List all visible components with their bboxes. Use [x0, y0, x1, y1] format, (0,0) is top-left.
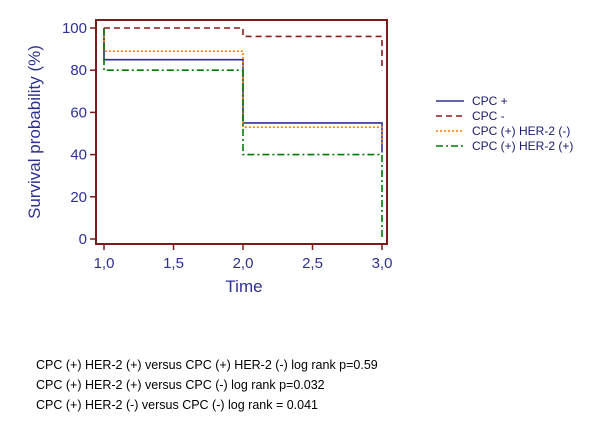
x-tick-label: 2,5: [302, 255, 323, 272]
x-tick-label: 1,0: [94, 255, 115, 272]
y-tick-label: 80: [70, 62, 87, 79]
legend-label: CPC +: [472, 94, 508, 108]
note-line: CPC (+) HER-2 (-) versus CPC (-) log ran…: [36, 398, 319, 412]
x-tick-label: 2,0: [233, 255, 254, 272]
y-tick-label: 0: [79, 231, 87, 248]
x-axis-title: Time: [225, 277, 262, 296]
x-tick-label: 3,0: [372, 255, 393, 272]
plot-area: 0 20 40 60 80 100 1,0 1,5 2,0 2,5 3,0: [62, 19, 393, 272]
legend-label: CPC (+) HER-2 (-): [472, 124, 570, 138]
y-tick-label: 60: [70, 104, 87, 121]
y-axis-title: Survival probability (%): [25, 45, 44, 219]
legend: CPC +CPC -CPC (+) HER-2 (-)CPC (+) HER-2…: [436, 94, 573, 153]
y-tick-label: 100: [62, 20, 87, 37]
legend-label: CPC -: [472, 109, 505, 123]
note-line: CPC (+) HER-2 (+) versus CPC (-) log ran…: [36, 378, 325, 392]
series-line: [103, 28, 383, 239]
x-tick-label: 1,5: [163, 255, 184, 272]
legend-label: CPC (+) HER-2 (+): [472, 139, 573, 153]
y-tick-label: 40: [70, 147, 87, 164]
series-line: [104, 27, 383, 71]
log-rank-notes: CPC (+) HER-2 (+) versus CPC (+) HER-2 (…: [36, 355, 378, 415]
survival-chart: 0 20 40 60 80 100 1,0 1,5 2,0 2,5 3,0 Time Surviva…: [25, 19, 573, 296]
plot-frame: [95, 19, 388, 245]
y-tick-label: 20: [70, 189, 87, 206]
note-line: CPC (+) HER-2 (+) versus CPC (+) HER-2 (…: [36, 358, 378, 372]
